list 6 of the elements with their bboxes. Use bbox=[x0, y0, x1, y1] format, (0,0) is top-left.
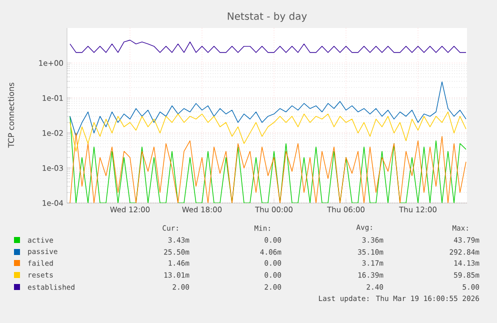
line-series bbox=[70, 112, 466, 152]
chart-title: Netstat - by day bbox=[228, 12, 307, 22]
line-series bbox=[70, 81, 466, 137]
line-series bbox=[70, 132, 466, 203]
line-series bbox=[70, 40, 466, 53]
line-series bbox=[70, 116, 466, 203]
